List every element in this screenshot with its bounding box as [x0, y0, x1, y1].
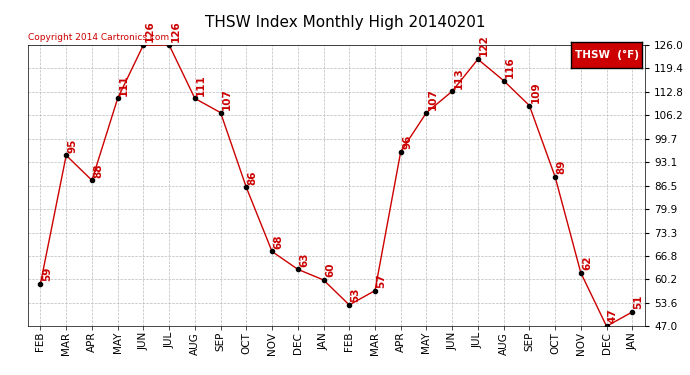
Text: 126: 126: [145, 21, 155, 42]
Text: Copyright 2014 Cartronics.com: Copyright 2014 Cartronics.com: [28, 33, 169, 42]
Text: 53: 53: [351, 288, 361, 302]
Text: 62: 62: [582, 256, 592, 270]
Text: 107: 107: [222, 88, 232, 110]
Text: 59: 59: [42, 266, 52, 281]
Text: 96: 96: [402, 135, 412, 149]
Text: 68: 68: [273, 234, 284, 249]
Text: 95: 95: [68, 138, 77, 153]
Text: 51: 51: [633, 295, 644, 309]
Text: 89: 89: [556, 160, 566, 174]
Text: THSW Index Monthly High 20140201: THSW Index Monthly High 20140201: [205, 15, 485, 30]
Text: 111: 111: [196, 74, 206, 96]
Text: 122: 122: [480, 35, 489, 57]
Text: 47: 47: [608, 309, 618, 324]
Text: 109: 109: [531, 81, 541, 103]
Text: 63: 63: [299, 252, 309, 267]
Text: 126: 126: [170, 21, 181, 42]
Text: 113: 113: [453, 67, 464, 88]
Text: 60: 60: [325, 263, 335, 277]
Text: 116: 116: [505, 56, 515, 78]
Text: 86: 86: [248, 170, 257, 184]
Text: 57: 57: [376, 273, 386, 288]
Text: 88: 88: [93, 163, 104, 177]
Text: 107: 107: [428, 88, 438, 110]
Text: 111: 111: [119, 74, 129, 96]
